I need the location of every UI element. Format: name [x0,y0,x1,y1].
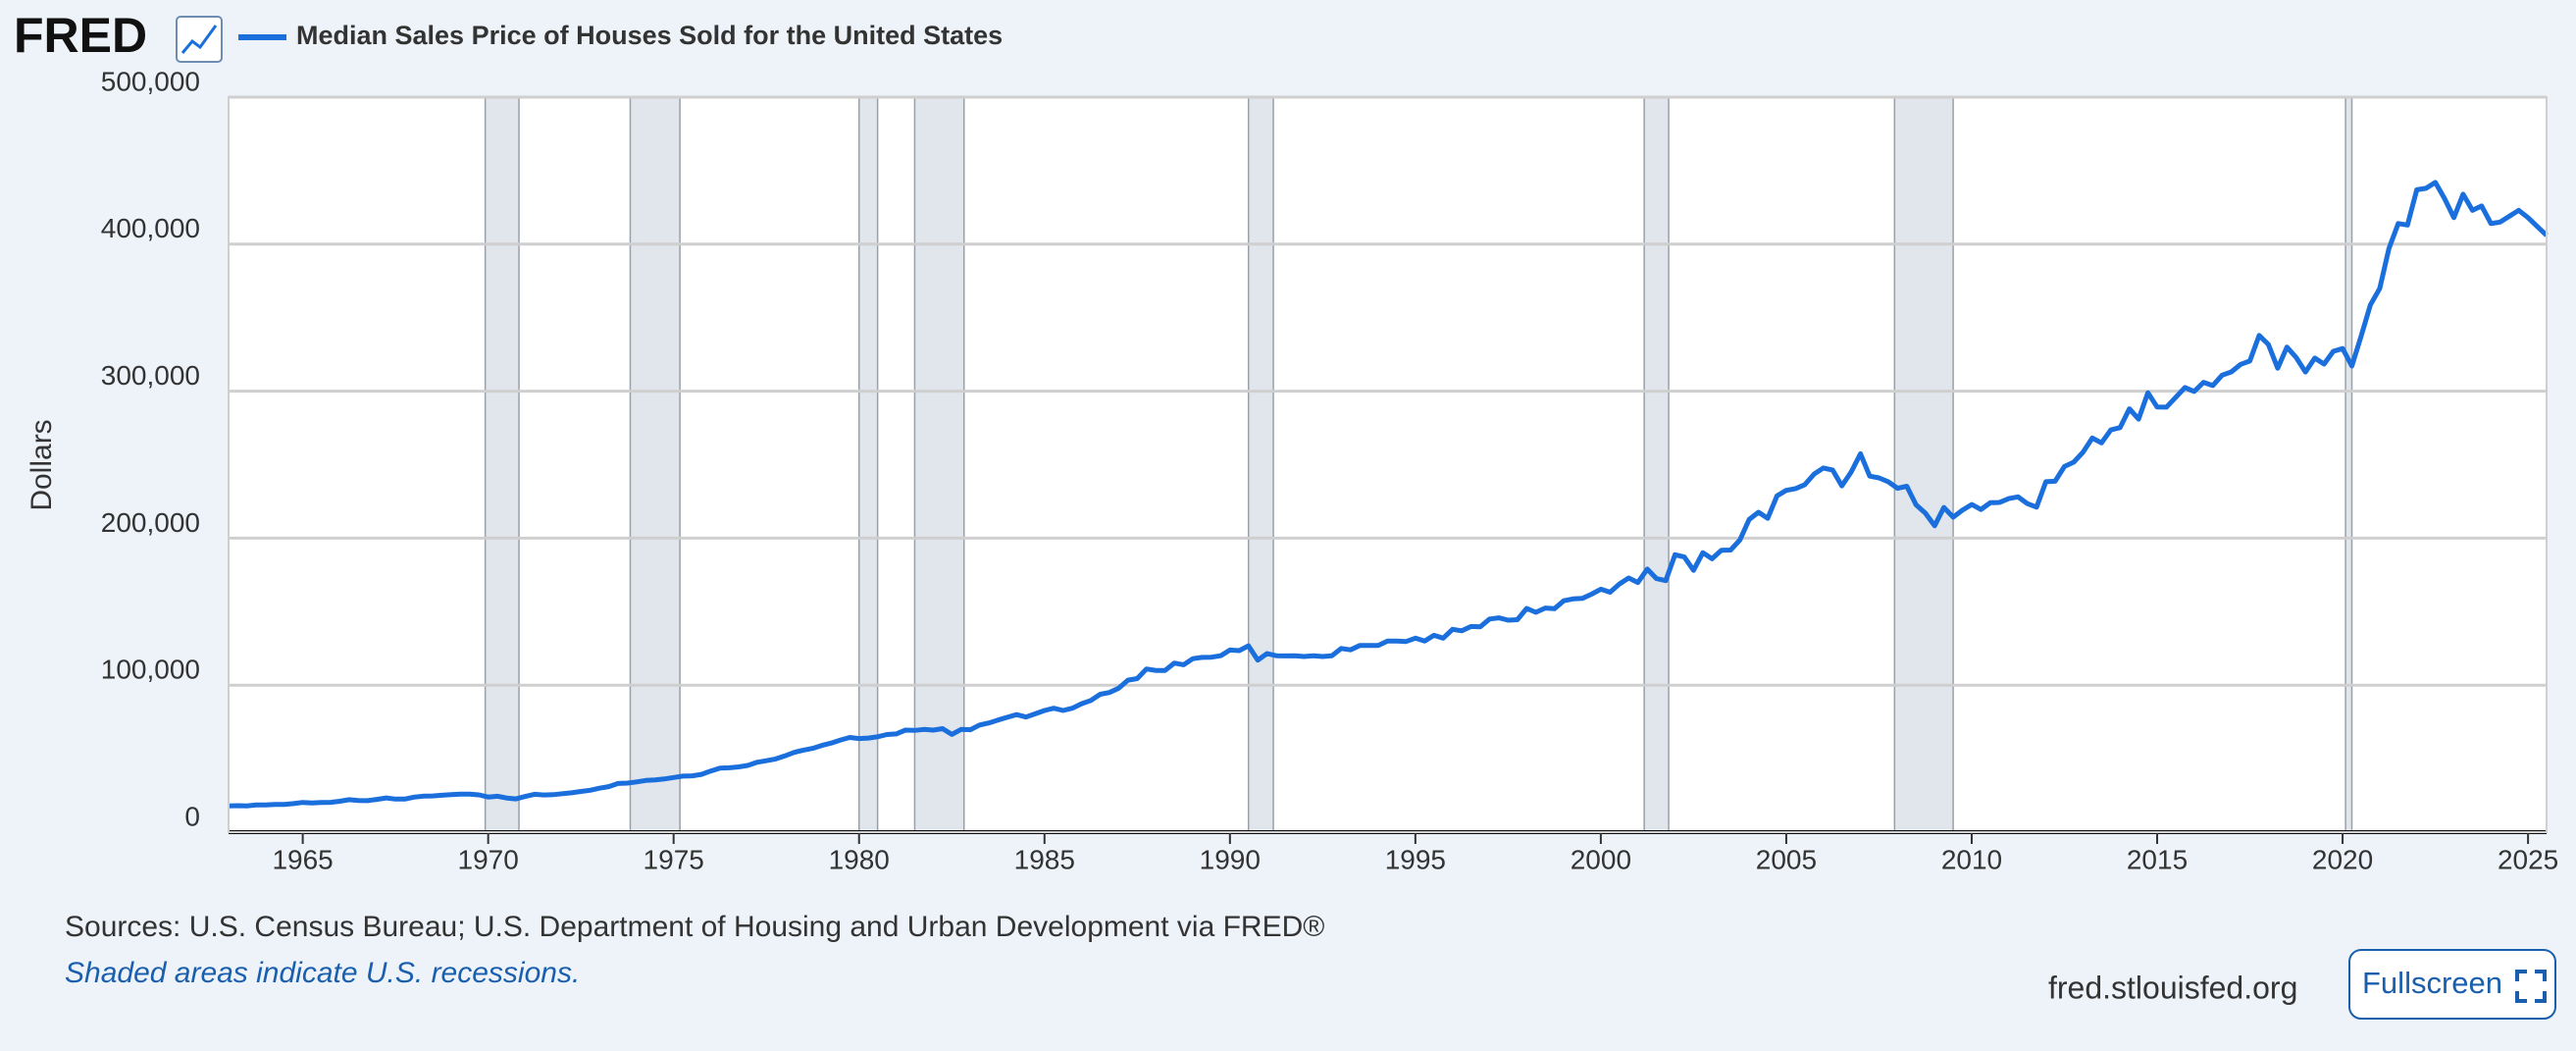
recession-band [2344,96,2353,833]
x-tick-label: 1995 [1385,844,1446,874]
fullscreen-button[interactable]: Fullscreen [2348,949,2556,1020]
series-line [228,180,2549,809]
site-link: fred.stlouisfed.org [2048,970,2297,1005]
x-tick-label: 1975 [644,844,704,874]
recession-band [1247,96,1274,833]
plot-area [229,97,2547,832]
y-tick-label: 300,000 [101,360,200,391]
logo-icon-line [180,25,218,54]
button-label[interactable]: Fullscreen [2362,966,2502,1000]
legend-label: Median Sales Price of Houses Sold for th… [296,21,1003,50]
source-text: Sources: U.S. Census Bureau; U.S. Depart… [65,911,1324,943]
y-tick-label: 0 [184,801,200,831]
recession-band [1893,96,1954,833]
x-tick-label: 2025 [2498,844,2558,874]
plot-border [228,96,2548,833]
recession-band [484,96,520,833]
x-tick-label: 1985 [1014,844,1075,874]
x-tick-label: 2000 [1571,844,1631,874]
y-tick-label: 500,000 [101,66,200,96]
recession-band [1643,96,1670,833]
recession-band [629,96,681,833]
logo-text: FRED [14,8,147,63]
x-tick-label: 2005 [1756,844,1817,874]
x-tick-label: 1990 [1200,844,1261,874]
recession-band [857,96,879,833]
y-tick-label: 100,000 [101,655,200,685]
recession-note: Shaded areas indicate U.S. recessions. [65,957,580,989]
logo-icon [176,16,223,63]
x-tick-label: 2010 [1941,844,2002,874]
button-icon[interactable] [2515,970,2547,1003]
y-axis-label: Dollars [26,419,58,510]
button-box[interactable] [2348,949,2556,1020]
x-tick-label: 2020 [2312,844,2373,874]
logo: FRED [14,8,223,63]
x-tick-label: 1965 [272,844,333,874]
x-tick-label: 1970 [458,844,519,874]
y-tick-label: 200,000 [101,507,200,538]
recession-band [913,96,965,833]
y-tick-label: 400,000 [101,213,200,243]
x-tick-label: 2015 [2127,844,2188,874]
x-tick-label: 1980 [829,844,890,874]
